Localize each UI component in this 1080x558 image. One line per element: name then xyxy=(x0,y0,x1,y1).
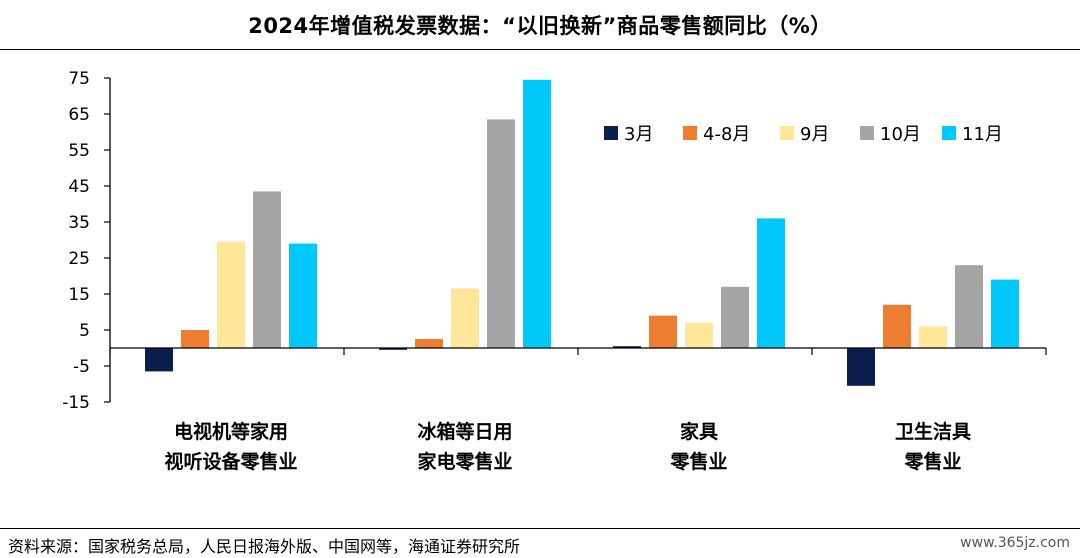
category-label: 卫生洁具 xyxy=(895,420,971,443)
category-label: 电视机等家用 xyxy=(174,420,288,443)
legend-label: 4-8月 xyxy=(703,124,750,145)
legend-swatch xyxy=(860,126,874,140)
legend-swatch xyxy=(604,126,618,140)
watermark: www.365jz.com xyxy=(958,535,1072,551)
legend-label: 9月 xyxy=(800,124,829,145)
category-label: 冰箱等日用 xyxy=(417,420,512,443)
legend-label: 11月 xyxy=(962,124,1003,145)
y-tick-label: 5 xyxy=(79,321,90,341)
source-note: 资料来源：国家税务总局，人民日报海外版、中国网等，海通证券研究所 xyxy=(8,537,521,556)
bar xyxy=(955,265,983,348)
bar xyxy=(217,241,245,348)
y-tick-label: 15 xyxy=(68,285,90,305)
bar xyxy=(919,326,947,348)
bar xyxy=(847,348,875,386)
source-footer: 资料来源：国家税务总局，人民日报海外版、中国网等，海通证券研究所 www.365… xyxy=(0,528,1080,558)
bar xyxy=(757,218,785,348)
bar xyxy=(721,286,749,348)
category-label: 零售业 xyxy=(669,450,727,473)
bar xyxy=(883,304,911,348)
legend-label: 3月 xyxy=(624,124,653,145)
bar xyxy=(379,348,407,350)
y-tick-label: 55 xyxy=(68,141,90,161)
legend-label: 10月 xyxy=(880,124,921,145)
bar xyxy=(649,315,677,348)
y-tick-label: -5 xyxy=(73,357,90,377)
bar xyxy=(415,339,443,348)
category-label: 家电零售业 xyxy=(417,450,512,473)
category-label: 零售业 xyxy=(903,450,961,473)
bar xyxy=(289,243,317,348)
bar xyxy=(145,348,173,372)
category-label: 家具 xyxy=(680,420,718,443)
chart-title-bar: 2024年增值税发票数据：“以旧换新”商品零售额同比（%） xyxy=(0,0,1080,50)
y-tick-label: 35 xyxy=(68,213,90,233)
y-tick-label: -15 xyxy=(62,393,90,413)
legend-swatch xyxy=(942,126,956,140)
y-tick-label: 45 xyxy=(68,177,90,197)
bar xyxy=(685,322,713,348)
y-tick-label: 25 xyxy=(68,249,90,269)
bar xyxy=(181,330,209,348)
bar xyxy=(523,79,551,349)
chart-area: 75 65 55 45 35 25 15 5 -5 -15 电视机等家用 视听设备零售业 冰箱等日用家电… xyxy=(0,50,1080,530)
bar xyxy=(991,279,1019,348)
legend-swatch xyxy=(683,126,697,140)
bar xyxy=(253,191,281,348)
chart-title: 2024年增值税发票数据：“以旧换新”商品零售额同比（%） xyxy=(248,13,832,38)
bar xyxy=(487,119,515,349)
y-tick-label: 75 xyxy=(68,69,90,89)
category-label: 视听设备零售业 xyxy=(164,450,297,473)
bar xyxy=(451,288,479,348)
bar xyxy=(613,346,641,348)
legend-swatch xyxy=(780,126,794,140)
y-tick-label: 65 xyxy=(68,105,90,125)
